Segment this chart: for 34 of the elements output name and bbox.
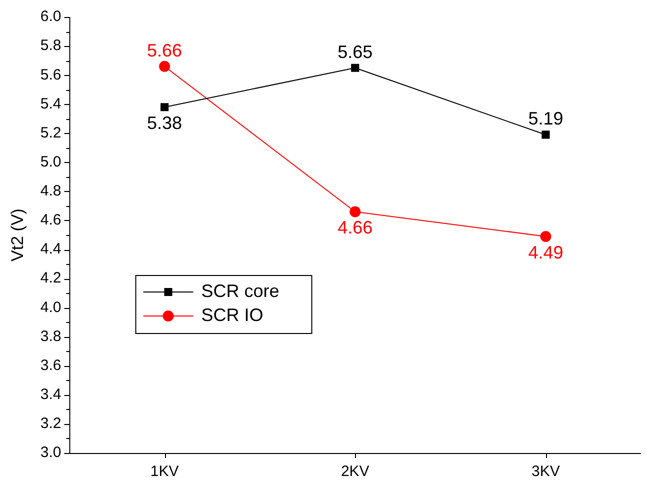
- point: [540, 230, 552, 242]
- legend-label: SCR core: [201, 280, 280, 301]
- point: [160, 103, 169, 112]
- y-tick-label: 4.0: [40, 298, 62, 316]
- y-tick-label: 4.4: [40, 240, 62, 258]
- point: [159, 60, 170, 72]
- data-label: 5.66: [147, 40, 182, 60]
- x-tick-label: 2KV: [340, 463, 370, 480]
- y-tick-label: 4.6: [40, 212, 62, 229]
- y-tick-label: 6.0: [40, 8, 62, 26]
- y-tick-label: 3.4: [40, 386, 62, 404]
- y-tick-label: 4.8: [40, 182, 62, 200]
- point: [350, 206, 361, 218]
- y-tick-label: 3.6: [40, 356, 62, 374]
- y-tick-label: 4.2: [40, 270, 62, 287]
- point: [351, 64, 360, 72]
- data-label: 4.66: [338, 218, 373, 238]
- data-label: 5.19: [528, 108, 564, 129]
- y-tick-label: 5.4: [40, 95, 62, 112]
- data-label: 5.38: [147, 113, 182, 134]
- x-tick-label: 3KV: [532, 463, 560, 480]
- y-tick-label: 5.2: [40, 124, 62, 142]
- y-tick-label: 3.2: [40, 415, 62, 432]
- y-tick-label: 3.0: [40, 444, 62, 462]
- y-tick-label: 5.0: [40, 153, 62, 170]
- legend-label: SCR IO: [201, 304, 264, 325]
- x-tick-label: 1KV: [150, 463, 179, 480]
- y-tick-label: 5.6: [40, 66, 62, 84]
- point: [542, 130, 550, 139]
- y-tick-label: 5.8: [40, 37, 62, 54]
- data-label: 4.49: [528, 242, 564, 262]
- data-label: 5.65: [338, 42, 373, 62]
- y-axis-title: Vt2 (V): [8, 208, 27, 262]
- y-tick-label: 3.8: [40, 328, 62, 345]
